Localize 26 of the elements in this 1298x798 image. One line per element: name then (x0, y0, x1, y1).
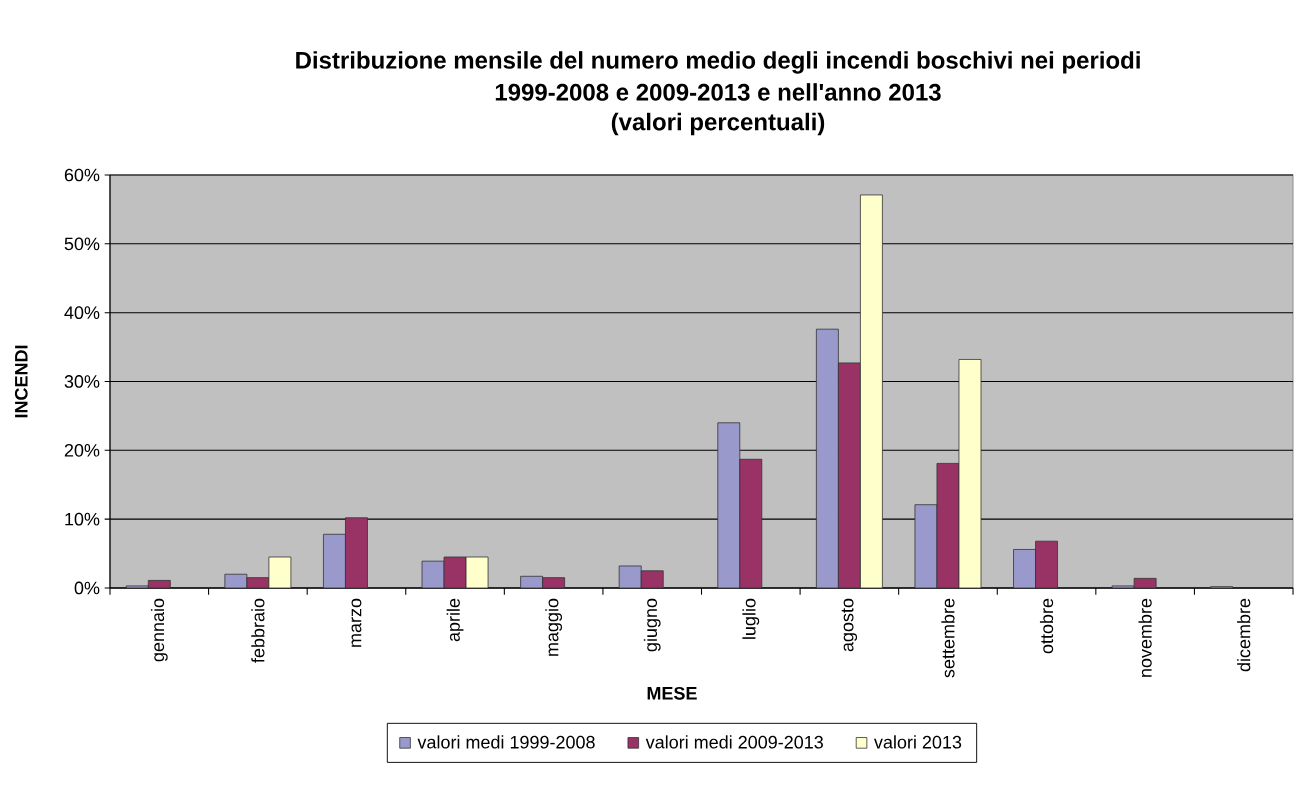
y-tick-label: 50% (64, 237, 100, 251)
x-tick-label: novembre (1138, 598, 1152, 677)
x-tick-label: dicembre (1237, 598, 1251, 672)
y-tick-label: 20% (64, 443, 100, 457)
y-tick-label: 30% (64, 375, 100, 388)
x-tick-label: aprile (446, 598, 464, 642)
x-tick-label: maggio (545, 598, 563, 656)
chart-title: Distribuzione mensile del numero medio degli incendi boschivi nei periodi 1999-2008 e 2009-2013 e nell'anno 2013 (296, 51, 1140, 101)
chart-subtitle: (valori percentuali) (611, 112, 825, 136)
x-tick-label: ottobre (1039, 598, 1054, 654)
x-tick-label: febbraio (251, 598, 265, 663)
legend-label: valori medi 2009-2013 (645, 735, 823, 749)
y-tick-label: 40% (64, 306, 100, 320)
y-tick-label: 60% (64, 168, 100, 182)
y-tick-label: 0% (74, 581, 100, 595)
x-tick-label: settembre (941, 598, 955, 678)
x-tick-label: gennaio (150, 598, 168, 662)
x-tick-label: luglio (742, 598, 760, 639)
y-tick-label: 10% (65, 512, 100, 526)
x-tick-label: marzo (351, 598, 362, 647)
x-axis-title: MESE (647, 686, 697, 700)
legend-label: valori 2013 (874, 735, 962, 749)
x-tick-label: giugno (643, 598, 661, 652)
x-tick-label: agosto (841, 598, 858, 652)
legend-label: valori medi 1999-2008 (417, 735, 595, 749)
y-axis-title: INCENDI (14, 345, 28, 418)
